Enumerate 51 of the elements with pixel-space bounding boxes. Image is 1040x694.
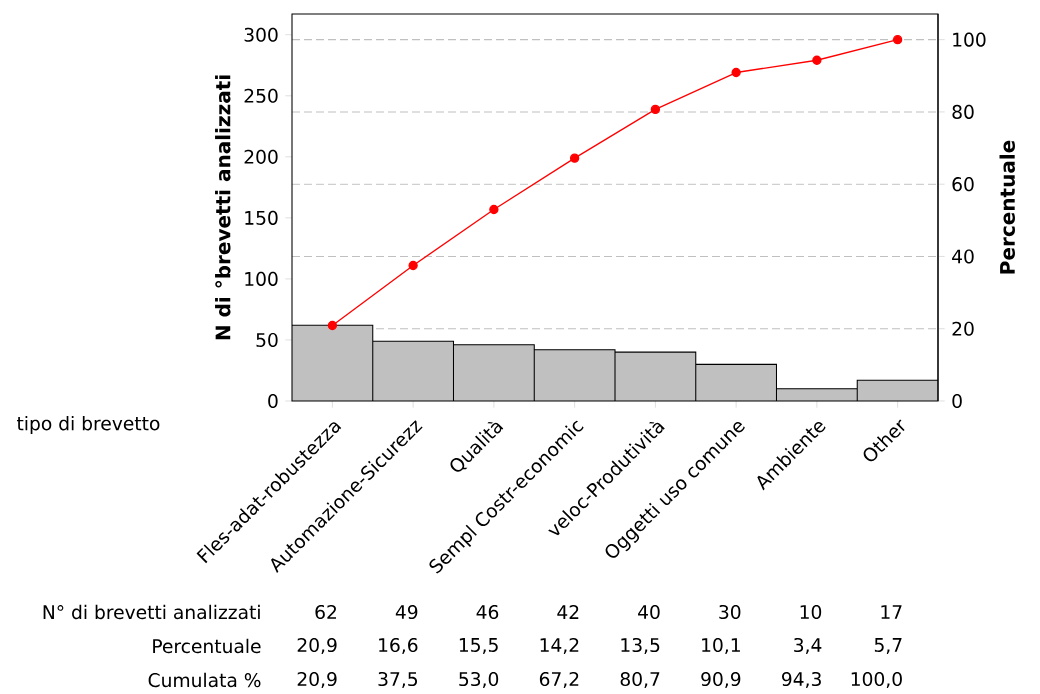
- data-label: 80,7: [620, 671, 660, 688]
- data-label: 40: [638, 604, 660, 619]
- point: [731, 67, 741, 78]
- data-label: 46: [476, 604, 499, 619]
- y-tick-label: 200: [244, 149, 278, 164]
- y-tick-label: 50: [256, 332, 278, 347]
- text: 10,1: [702, 637, 740, 654]
- y-tick-label: 100: [245, 271, 278, 286]
- data-label: 100,0: [851, 671, 902, 688]
- point: [569, 153, 580, 163]
- y2-tick-label: 40: [952, 249, 974, 264]
- x-axis-title: tipo di brevetto: [17, 415, 160, 434]
- text: 5,7: [874, 637, 902, 654]
- y2-tick-label: 60: [952, 177, 974, 192]
- y-tick-label: 150: [245, 210, 278, 225]
- y2-tick-label: 80: [952, 104, 974, 119]
- text: 13,5: [621, 637, 660, 654]
- text: N° di brevetti analizzati: [43, 604, 260, 620]
- data-label: 37,5: [378, 671, 418, 688]
- data-label: 20,9: [297, 671, 337, 688]
- point: [327, 320, 338, 331]
- point: [650, 104, 661, 114]
- y-tick-label: 250: [244, 88, 278, 103]
- data-label: 49: [395, 604, 418, 619]
- y-axis-title: N di °brevetti analizzati: [215, 75, 231, 340]
- y2-tick-label: 100: [953, 32, 986, 47]
- text: 3,4: [794, 637, 822, 654]
- y-tick-label: 300: [244, 27, 278, 42]
- point: [812, 55, 822, 65]
- point: [892, 34, 903, 45]
- text: Cumulata %: [148, 672, 261, 688]
- data-label: 94,3: [782, 671, 821, 688]
- text: Percentuale: [153, 638, 261, 654]
- data-label: 62: [315, 604, 337, 619]
- y-tick-label: 0: [268, 393, 278, 408]
- point: [408, 260, 418, 271]
- y2-tick-label: 20: [952, 321, 974, 336]
- text: 16,6: [379, 637, 418, 654]
- y2-axis-title: Percentuale: [999, 140, 1015, 274]
- data-label: 42: [557, 604, 579, 619]
- y2-tick-label: 0: [952, 393, 962, 408]
- text: 14,2: [540, 637, 579, 654]
- data-label: 30: [719, 604, 741, 619]
- data-label: 53,0: [459, 671, 499, 688]
- data-label: 17: [881, 605, 902, 619]
- data-label: 67,2: [539, 671, 579, 688]
- text: 20,9: [297, 637, 337, 654]
- text: 15,5: [459, 637, 498, 654]
- point: [489, 204, 499, 215]
- data-label: 90,9: [701, 671, 741, 688]
- data-label: 10: [800, 604, 822, 619]
